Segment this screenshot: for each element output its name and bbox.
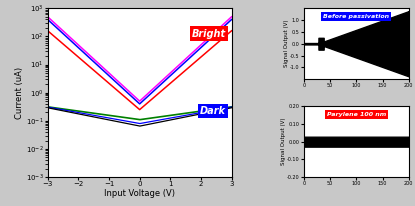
X-axis label: Input Voltage (V): Input Voltage (V) [104, 189, 175, 198]
Text: Parylene 100 nm: Parylene 100 nm [327, 112, 386, 117]
Y-axis label: Current (uA): Current (uA) [15, 67, 24, 119]
Text: Dark: Dark [200, 106, 226, 116]
Y-axis label: Signal Output (V): Signal Output (V) [284, 20, 289, 68]
Text: Before passivation: Before passivation [323, 14, 389, 19]
Text: Bright: Bright [192, 28, 226, 39]
Y-axis label: Signal Output (V): Signal Output (V) [281, 118, 286, 165]
